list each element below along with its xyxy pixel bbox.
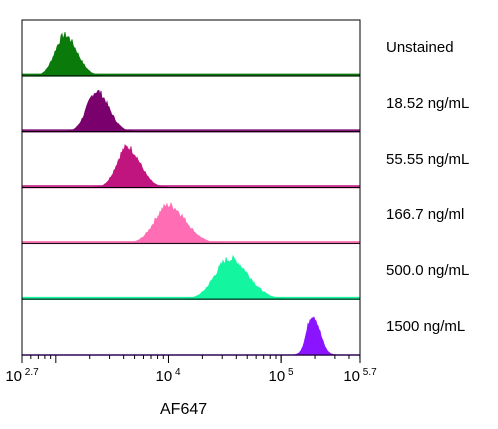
series-label-4: 166.7 ng/ml [386, 206, 465, 223]
histogram-series-5 [22, 254, 360, 300]
histogram-series-4 [22, 201, 360, 244]
histogram-series-6 [22, 316, 360, 356]
x-tick-label-3: 10 5.7 [343, 367, 377, 385]
series-label-1: Unstained [386, 39, 454, 56]
series-label-5: 500.0 ng/mL [386, 262, 470, 279]
histogram-series-1 [22, 32, 360, 77]
histogram-series-2 [22, 89, 360, 133]
x-tick-label-0: 10 2.7 [5, 367, 39, 385]
series-label-2: 18.52 ng/mL [386, 95, 470, 112]
x-axis-label: AF647 [160, 401, 208, 418]
series-label-3: 55.55 ng/mL [386, 151, 470, 168]
x-tick-label-1: 10 4 [155, 367, 181, 385]
histogram-series-3 [22, 144, 360, 188]
plot-frame [21, 19, 361, 356]
x-tick-label-2: 10 5 [268, 367, 294, 385]
series-label-6: 1500 ng/mL [386, 318, 466, 335]
